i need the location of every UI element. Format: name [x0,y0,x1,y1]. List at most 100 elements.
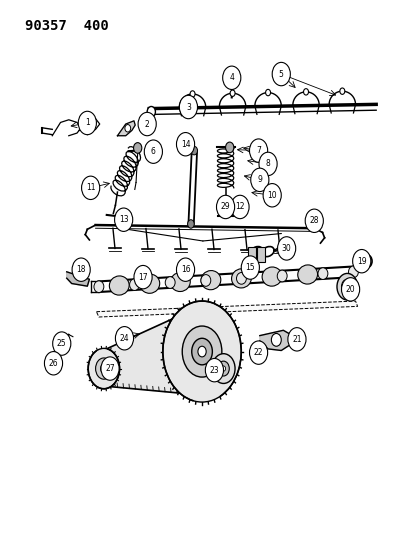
Text: 2: 2 [145,119,149,128]
Ellipse shape [140,274,159,293]
Text: 15: 15 [245,263,254,272]
Text: 3: 3 [185,102,190,111]
Text: 25: 25 [57,339,66,348]
Polygon shape [96,301,357,317]
Circle shape [147,107,155,117]
Bar [257,247,264,262]
Polygon shape [66,272,89,286]
Text: 5: 5 [278,70,283,78]
Ellipse shape [277,270,287,282]
Circle shape [249,341,267,365]
Circle shape [265,90,270,96]
Circle shape [303,88,308,95]
Circle shape [133,143,142,154]
Ellipse shape [261,267,281,286]
Circle shape [221,366,225,371]
Circle shape [222,66,240,90]
Text: 19: 19 [356,257,366,265]
Circle shape [336,273,357,300]
Circle shape [241,256,259,279]
Circle shape [176,133,194,156]
Text: 9: 9 [257,175,261,184]
Bar [223,212,228,216]
Text: 7: 7 [256,146,260,155]
Circle shape [100,365,107,373]
Ellipse shape [94,281,104,293]
Circle shape [190,91,195,97]
Text: 27: 27 [105,364,114,373]
Ellipse shape [170,272,190,292]
Ellipse shape [297,265,317,284]
Circle shape [250,168,268,191]
Circle shape [271,334,280,346]
Text: 22: 22 [253,348,263,357]
Polygon shape [102,308,206,395]
Text: 18: 18 [76,265,85,274]
Circle shape [216,195,234,219]
Text: 13: 13 [119,215,128,224]
Polygon shape [117,121,135,136]
Circle shape [197,346,206,357]
Text: 24: 24 [119,334,129,343]
Ellipse shape [231,269,251,288]
Circle shape [162,301,241,402]
Text: 23: 23 [209,366,219,375]
Text: 14: 14 [180,140,190,149]
Text: 20: 20 [345,285,354,294]
Circle shape [341,279,352,294]
Text: 26: 26 [49,359,58,368]
Circle shape [249,139,267,163]
Circle shape [138,112,156,136]
Circle shape [182,326,221,377]
Circle shape [217,361,229,376]
Ellipse shape [236,272,246,284]
Circle shape [176,258,194,281]
Ellipse shape [348,266,358,278]
Text: 16: 16 [180,265,190,274]
Circle shape [134,265,152,289]
Circle shape [230,195,249,219]
Circle shape [352,249,370,273]
Circle shape [52,332,71,356]
Text: 30: 30 [281,244,291,253]
Text: 21: 21 [292,335,301,344]
Bar [229,79,234,84]
Circle shape [95,358,112,379]
Circle shape [179,95,197,119]
Circle shape [287,328,305,351]
Ellipse shape [165,277,175,288]
Circle shape [341,278,359,301]
Circle shape [277,237,295,260]
Text: 29: 29 [220,203,230,212]
Circle shape [115,327,133,350]
Ellipse shape [200,274,210,286]
Text: 90357  400: 90357 400 [25,19,109,33]
Text: 28: 28 [309,216,318,225]
Circle shape [114,208,133,231]
Circle shape [144,140,162,164]
Circle shape [205,359,223,382]
Circle shape [81,176,100,199]
Circle shape [271,62,290,86]
Ellipse shape [201,271,220,290]
Text: 8: 8 [265,159,270,168]
Ellipse shape [129,279,139,290]
Text: 11: 11 [85,183,95,192]
Ellipse shape [109,276,129,295]
Circle shape [190,147,197,155]
Circle shape [225,142,233,153]
Ellipse shape [317,268,327,279]
Circle shape [230,90,235,96]
Text: 17: 17 [138,273,147,281]
Text: 1: 1 [85,118,90,127]
Circle shape [44,352,62,375]
Text: 10: 10 [267,191,276,200]
Circle shape [60,340,69,351]
Circle shape [339,88,344,94]
Circle shape [101,357,119,380]
Circle shape [72,258,90,281]
Text: 4: 4 [229,73,234,82]
Circle shape [304,209,323,232]
Polygon shape [259,330,294,351]
Circle shape [187,220,194,228]
